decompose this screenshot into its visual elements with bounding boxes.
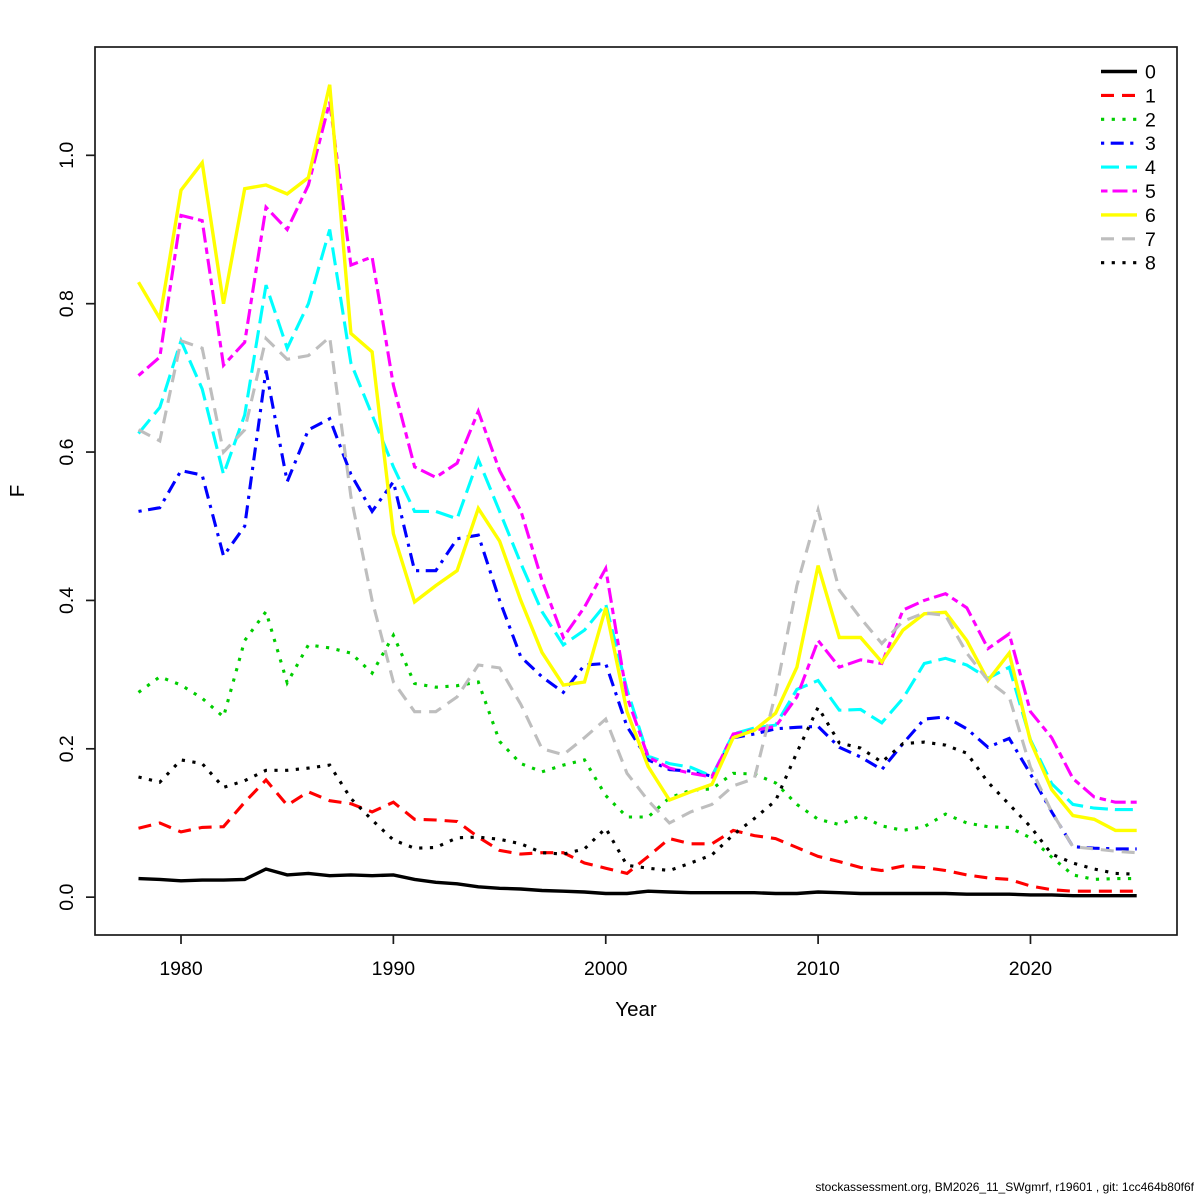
legend-item-5: 5 — [1101, 181, 1156, 203]
series-lines — [137, 84, 1137, 898]
y-tick-label: 1.0 — [56, 142, 78, 169]
legend-label: 4 — [1145, 157, 1156, 179]
plot-box — [94, 46, 1178, 936]
y-tick-label: 0.2 — [56, 735, 78, 762]
x-tick-label: 2010 — [796, 958, 840, 980]
legend-label: 2 — [1145, 109, 1156, 131]
legend-label: 1 — [1145, 85, 1156, 107]
legend-label: 0 — [1145, 62, 1156, 84]
series-line-8 — [138, 703, 1137, 876]
legend-item-2: 2 — [1101, 109, 1156, 131]
legend-label: 3 — [1145, 133, 1156, 155]
y-axis-title: F — [6, 485, 29, 498]
x-axis-title: Year — [615, 998, 657, 1021]
y-tick-label: 0.8 — [56, 290, 78, 317]
legend-item-3: 3 — [1101, 133, 1156, 155]
series-line-4 — [137, 229, 1137, 812]
y-tick-label: 0.0 — [56, 883, 78, 910]
legend-item-1: 1 — [1101, 85, 1156, 107]
legend-label: 8 — [1145, 253, 1156, 275]
legend-label: 5 — [1145, 181, 1156, 203]
series-line-0 — [138, 867, 1137, 898]
series-line-6 — [137, 84, 1137, 833]
series-line-3 — [138, 370, 1137, 851]
legend-label: 7 — [1145, 229, 1156, 251]
series-line-5 — [137, 101, 1137, 804]
legend-item-7: 7 — [1101, 229, 1156, 251]
y-tick-label: 0.6 — [56, 438, 78, 465]
legend-item-0: 0 — [1101, 62, 1156, 84]
legend-item-4: 4 — [1101, 157, 1156, 179]
x-tick-label: 2000 — [584, 958, 628, 980]
x-tick-label: 1990 — [372, 958, 416, 980]
legend-item-6: 6 — [1101, 205, 1156, 227]
x-tick-label: 2020 — [1009, 958, 1053, 980]
series-line-7 — [137, 334, 1137, 855]
y-tick-label: 0.4 — [56, 587, 78, 614]
legend-item-8: 8 — [1101, 253, 1156, 275]
footer-credit: stockassessment.org, BM2026_11_SWgmrf, r… — [815, 1180, 1194, 1194]
axes: 1980 1990 2000 2010 2020 0.0 0.2 0.4 0.6 0.8 1.0 — [56, 46, 1178, 980]
x-tick-label: 1980 — [159, 958, 203, 980]
legend-label: 6 — [1145, 205, 1156, 227]
